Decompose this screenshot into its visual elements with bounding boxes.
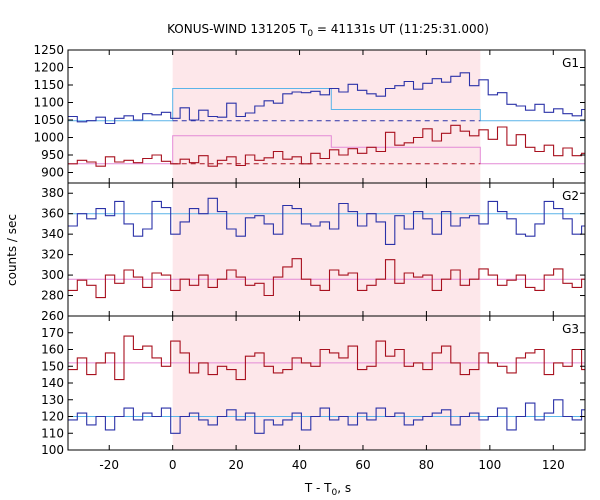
y-tick-label: 340 — [41, 227, 64, 241]
y-tick-label: 1100 — [33, 96, 64, 110]
x-tick-label: 120 — [542, 458, 565, 472]
y-tick-label: 1000 — [33, 131, 64, 145]
series-line-blue — [68, 72, 585, 125]
panel-label: G2 — [562, 189, 579, 203]
y-axis-label: counts / sec — [5, 214, 19, 286]
panel-g3: 100 110 120 130 140 150 160 170 G3 — [41, 315, 586, 457]
y-tick-label: 280 — [41, 289, 64, 303]
panel-label: G1 — [562, 56, 579, 70]
y-tick-label: 900 — [41, 166, 64, 180]
y-tick-label: 140 — [41, 376, 64, 390]
panel-g1: 900 950 1000 1050 1100 1150 1200 1250 G1 — [33, 43, 586, 184]
reference-level-cyan — [68, 88, 585, 122]
y-tick-label: 150 — [41, 359, 64, 373]
series-line-blue — [68, 399, 585, 434]
y-tick-label: 170 — [41, 326, 64, 340]
chart-title-suffix: = 41131s UT (11:25:31.000) — [313, 22, 489, 36]
y-tick-label: 360 — [41, 207, 64, 221]
y-tick-label: 380 — [41, 186, 64, 200]
x-tick-label: 0 — [169, 458, 177, 472]
x-tick-label: 100 — [478, 458, 501, 472]
plot-area: 900950100010501100115012001250G126028030… — [33, 43, 586, 472]
x-axis-label-subscript: 0 — [332, 488, 338, 498]
series-line-red — [68, 258, 585, 299]
x-tick-label: 60 — [355, 458, 370, 472]
shaded-interval — [172, 183, 481, 316]
x-tick-label: 80 — [419, 458, 434, 472]
x-axis-label: T - T0, s — [304, 481, 351, 498]
y-tick-label: 1050 — [33, 113, 64, 127]
x-tick-label: 20 — [228, 458, 243, 472]
y-tick-label: 950 — [41, 148, 64, 162]
y-tick-label: 1250 — [33, 43, 64, 57]
y-tick-label: 160 — [41, 343, 64, 357]
y-tick-label: 1200 — [33, 61, 64, 75]
y-tick-label: 260 — [41, 309, 64, 323]
x-tick-label: -20 — [99, 458, 119, 472]
y-tick-label: 320 — [41, 248, 64, 262]
y-tick-label: 130 — [41, 393, 64, 407]
y-tick-label: 110 — [41, 426, 64, 440]
x-axis-label-suffix: , s — [337, 481, 351, 495]
chart-title-prefix: KONUS-WIND 131205 T — [167, 22, 308, 36]
y-tick-label: 100 — [41, 443, 64, 457]
y-tick-label: 120 — [41, 410, 64, 424]
y-tick-label: 300 — [41, 268, 64, 282]
series-line-red — [68, 335, 585, 381]
x-tick-label: 40 — [292, 458, 307, 472]
reference-level-pink — [68, 135, 585, 165]
series-line-blue — [68, 197, 585, 245]
panel-label: G3 — [562, 322, 579, 336]
panel-g2: 260 280 300 320 340 360 380 G2 — [41, 182, 586, 323]
shaded-interval — [172, 50, 481, 183]
chart-title-subscript: 0 — [307, 29, 313, 39]
series-line-red — [68, 124, 585, 167]
chart-title: KONUS-WIND 131205 T0 = 41131s UT (11:25:… — [167, 22, 489, 39]
y-tick-label: 1150 — [33, 78, 64, 92]
shaded-interval — [172, 316, 481, 450]
x-axis-label-prefix: T - T — [304, 481, 332, 495]
